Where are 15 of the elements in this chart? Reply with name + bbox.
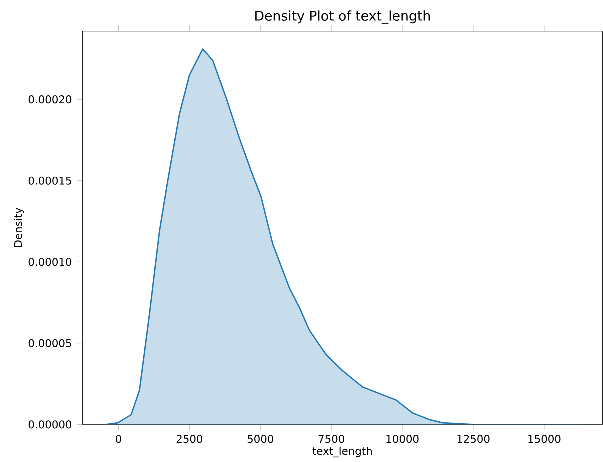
x-tick-label: 7500 xyxy=(318,435,344,444)
y-tick-label: 0.00005 xyxy=(28,339,72,348)
x-axis-title: text_length xyxy=(312,446,372,458)
y-tick-label: 0.00015 xyxy=(28,176,72,185)
x-tick-label: 10000 xyxy=(386,435,419,444)
x-tick-label: 0 xyxy=(116,435,122,444)
x-tick-label: 2500 xyxy=(176,435,203,444)
x-tick-label: 5000 xyxy=(248,435,274,444)
y-tick-label: 0.00020 xyxy=(28,96,72,104)
y-tick-label: 0.00010 xyxy=(28,258,72,266)
x-tick-label: 12500 xyxy=(458,435,490,444)
chart-title: Density Plot of text_length xyxy=(256,10,430,24)
x-tick-label: 15000 xyxy=(528,435,561,444)
y-tick-label: 0.00000 xyxy=(28,420,72,429)
y-axis-title: Density xyxy=(14,208,24,248)
